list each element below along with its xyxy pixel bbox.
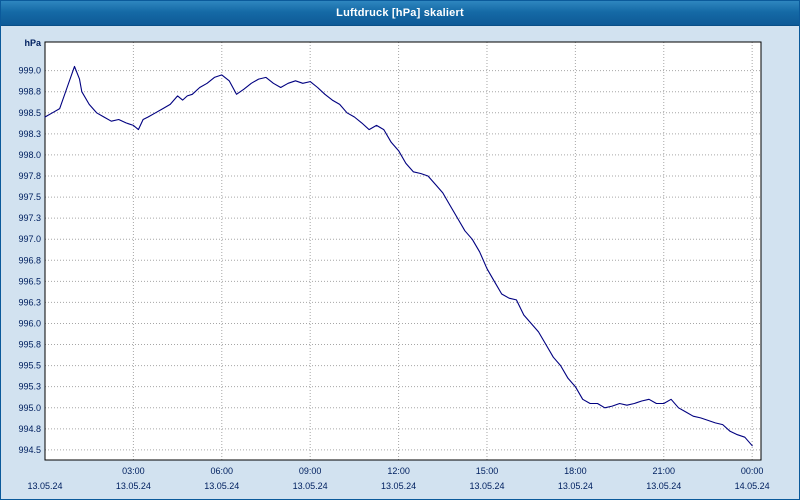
window-title: Luftdruck [hPa] skaliert: [336, 7, 464, 19]
svg-text:997.3: 997.3: [18, 213, 41, 223]
svg-text:18:00: 18:00: [564, 466, 587, 476]
svg-text:997.8: 997.8: [18, 171, 41, 181]
svg-text:13.05.24: 13.05.24: [204, 481, 239, 491]
svg-text:00:00: 00:00: [741, 466, 764, 476]
svg-text:994.8: 994.8: [18, 424, 41, 434]
window-titlebar: Luftdruck [hPa] skaliert: [1, 1, 799, 26]
svg-text:997.0: 997.0: [18, 234, 41, 244]
svg-text:13.05.24: 13.05.24: [27, 481, 62, 491]
svg-text:995.5: 995.5: [18, 361, 41, 371]
svg-text:998.0: 998.0: [18, 150, 41, 160]
svg-text:996.0: 996.0: [18, 318, 41, 328]
svg-text:994.5: 994.5: [18, 445, 41, 455]
svg-text:13.05.24: 13.05.24: [646, 481, 681, 491]
svg-text:996.8: 996.8: [18, 255, 41, 265]
svg-text:996.3: 996.3: [18, 297, 41, 307]
svg-text:996.5: 996.5: [18, 276, 41, 286]
svg-text:13.05.24: 13.05.24: [469, 481, 504, 491]
svg-text:13.05.24: 13.05.24: [558, 481, 593, 491]
svg-text:15:00: 15:00: [476, 466, 499, 476]
svg-text:hPa: hPa: [24, 38, 42, 48]
chart-area: hPa 999.0 998.8 998.5 998.3 998.0 997.8 997.5 99…: [1, 26, 799, 499]
svg-text:995.8: 995.8: [18, 340, 41, 350]
svg-text:998.5: 998.5: [18, 108, 41, 118]
svg-text:998.3: 998.3: [18, 129, 41, 139]
svg-text:14.05.24: 14.05.24: [735, 481, 770, 491]
svg-text:13.05.24: 13.05.24: [116, 481, 151, 491]
svg-text:999.0: 999.0: [18, 66, 41, 76]
svg-text:06:00: 06:00: [211, 466, 234, 476]
svg-text:03:00: 03:00: [122, 466, 145, 476]
svg-text:12:00: 12:00: [387, 466, 410, 476]
svg-text:998.8: 998.8: [18, 87, 41, 97]
svg-text:995.3: 995.3: [18, 382, 41, 392]
svg-text:13.05.24: 13.05.24: [293, 481, 328, 491]
pressure-line-chart: hPa 999.0 998.8 998.5 998.3 998.0 997.8 997.5 99…: [1, 26, 799, 499]
svg-text:09:00: 09:00: [299, 466, 322, 476]
svg-text:21:00: 21:00: [652, 466, 675, 476]
svg-text:997.5: 997.5: [18, 192, 41, 202]
svg-text:995.0: 995.0: [18, 403, 41, 413]
svg-text:13.05.24: 13.05.24: [381, 481, 416, 491]
